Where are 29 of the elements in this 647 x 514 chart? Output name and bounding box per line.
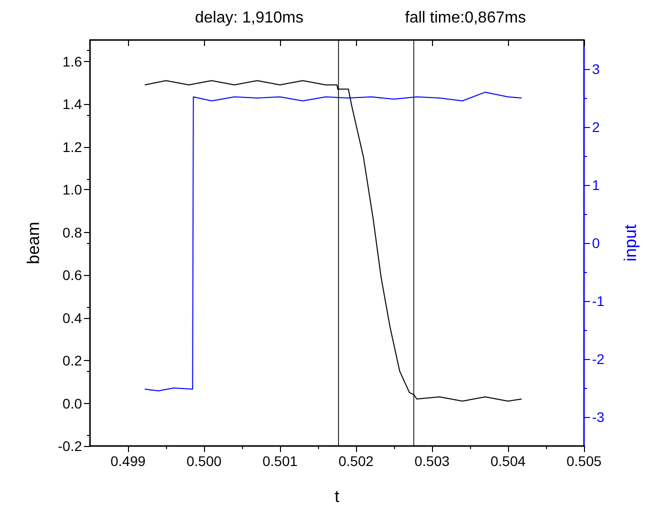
y-tick-label: 0.8 xyxy=(62,224,82,240)
x-tick-label: 0.505 xyxy=(566,453,602,469)
y2-tick-label: -1 xyxy=(592,293,605,309)
y-tick-label: 1.6 xyxy=(62,53,82,70)
y-tick-label: 0.4 xyxy=(62,310,82,326)
y-tick-label: -0.2 xyxy=(58,438,82,454)
y-tick-label: 1.4 xyxy=(62,96,82,112)
y2-tick-label: 2 xyxy=(592,119,600,135)
y-tick-label: 1.2 xyxy=(62,138,82,155)
y2-tick-label: -2 xyxy=(592,351,605,367)
y2-tick-label: 3 xyxy=(592,61,600,77)
y-tick-label: 0.0 xyxy=(62,395,82,412)
y-tick-label: 0.6 xyxy=(62,267,82,284)
x-tick-label: 0.502 xyxy=(338,453,374,469)
x-tick-label: 0.499 xyxy=(110,453,146,469)
y-tick-label: 1.0 xyxy=(62,182,82,198)
x-tick-label: 0.501 xyxy=(262,453,298,469)
x-tick-label: 0.504 xyxy=(490,453,526,469)
y2-tick-label: -3 xyxy=(592,409,605,425)
y2-axis-title: input xyxy=(621,224,640,262)
y2-tick-label: 1 xyxy=(592,177,600,193)
y-axis-title: beam xyxy=(24,222,43,264)
x-tick-label: 0.503 xyxy=(414,453,450,469)
text: delay: 1,910ms xyxy=(195,10,304,26)
y2-tick-label: 0 xyxy=(592,235,600,251)
x-tick-label: 0.500 xyxy=(186,453,222,469)
y-tick-label: 0.2 xyxy=(62,352,82,369)
x-axis-title: t xyxy=(334,487,340,506)
text: fall time:0,867ms xyxy=(405,10,526,26)
